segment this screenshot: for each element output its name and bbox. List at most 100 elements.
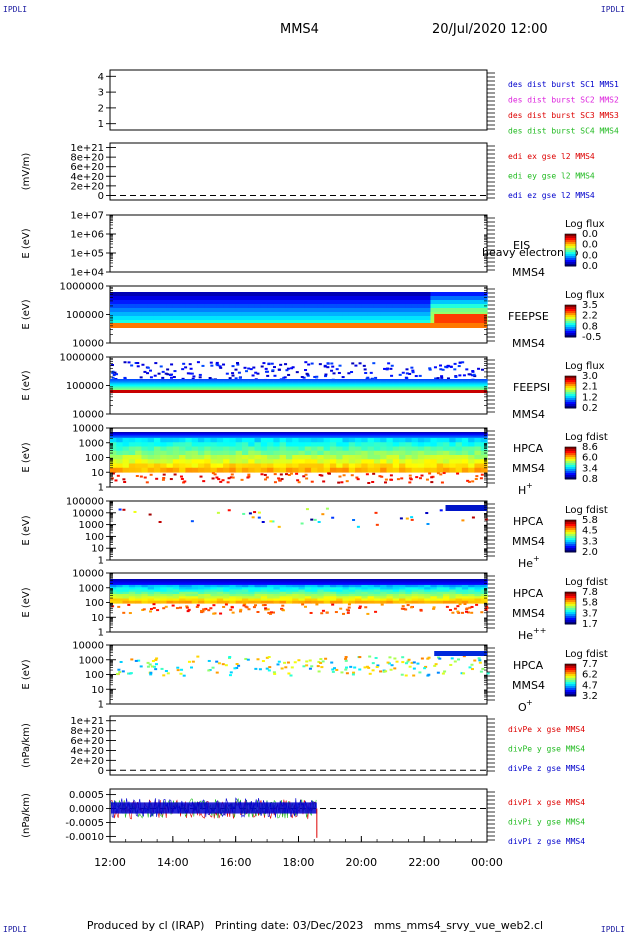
- spectrogram-cell: [304, 300, 312, 305]
- spectrogram-cell: [449, 455, 457, 460]
- spectrogram-cell: [392, 585, 400, 588]
- spectrogram-cell: [153, 434, 161, 436]
- spectrogram-cell: [298, 320, 306, 325]
- colorbar-swatch: [565, 672, 576, 675]
- spectrogram-cell: [273, 435, 281, 437]
- spectrogram-cell: [204, 379, 212, 381]
- spectrogram-cell: [311, 600, 318, 604]
- spectrogram-cell: [267, 584, 274, 586]
- spectrogram-speck: [305, 660, 309, 663]
- spectrogram-cell: [229, 594, 237, 597]
- spectrogram-cell: [235, 320, 243, 325]
- spectrogram-cell: [455, 300, 463, 305]
- spectrogram-speck: [478, 659, 482, 662]
- spectrogram-cell: [285, 583, 293, 585]
- spectrogram-cell: [323, 583, 331, 585]
- spectrogram-cell: [267, 434, 274, 436]
- spectrogram-cell: [317, 312, 325, 317]
- y-tick-label: 10000: [72, 641, 104, 652]
- spectrogram-cell: [449, 304, 457, 309]
- spectrogram-cell: [461, 585, 469, 588]
- spectrogram-cell: [342, 320, 350, 325]
- spectrogram-speck: [149, 671, 153, 674]
- spectrogram-cell: [317, 385, 325, 388]
- spectrogram-cell: [329, 582, 337, 584]
- spectrogram-cell: [235, 436, 243, 438]
- spectrogram-cell: [367, 600, 375, 604]
- spectrogram-speck: [159, 365, 163, 368]
- spectrogram-speck: [276, 663, 280, 666]
- spectrogram-speck: [399, 517, 403, 520]
- colorbar-tick-label: 0.0: [582, 250, 598, 261]
- spectrogram-cell: [267, 579, 274, 582]
- spectrogram-cell: [348, 459, 356, 465]
- spectrogram-cell: [197, 380, 205, 383]
- spectrogram-speck: [253, 604, 257, 607]
- spectrogram-cell: [191, 388, 199, 391]
- spectrogram-cell: [179, 296, 186, 301]
- spectrogram-speck: [146, 366, 150, 369]
- spectrogram-cell: [185, 582, 193, 585]
- spectrogram-cell: [329, 435, 337, 437]
- spectrogram-cell: [399, 579, 406, 582]
- spectrogram-cell: [210, 459, 218, 465]
- spectrogram-cell: [141, 582, 149, 585]
- spectrogram-cell: [430, 585, 438, 588]
- spectrogram-cell: [474, 587, 482, 591]
- spectrogram-cell: [185, 384, 193, 387]
- spectrogram-cell: [116, 594, 124, 597]
- spectrogram-speck: [118, 508, 122, 511]
- spectrogram-cell: [260, 300, 268, 305]
- spectrogram-cell: [116, 589, 124, 593]
- spectrogram-speck: [196, 604, 200, 607]
- spectrogram-cell: [172, 381, 180, 384]
- spectrogram-speck: [338, 364, 342, 367]
- spectrogram-speck: [320, 666, 324, 669]
- spectrogram-cell: [411, 598, 419, 602]
- spectrogram-cell: [373, 591, 381, 595]
- spectrogram-cell: [285, 582, 293, 585]
- spectrogram-cell: [405, 450, 413, 456]
- spectrogram-cell: [197, 432, 205, 435]
- spectrogram-speck: [404, 608, 408, 611]
- spectrogram-cell: [399, 308, 406, 313]
- spectrogram-cell: [241, 579, 249, 581]
- spectrogram-cell: [392, 300, 400, 305]
- spectrogram-speck: [474, 478, 478, 481]
- spectrogram-cell: [254, 308, 262, 313]
- colorbar-swatch: [565, 530, 576, 533]
- spectrogram-cell: [141, 600, 149, 604]
- spectrogram-cell: [241, 434, 249, 436]
- spectrogram-cell: [210, 594, 218, 597]
- spectrogram-cell: [216, 594, 224, 597]
- colorbar-swatch: [565, 680, 576, 683]
- spectrogram-cell: [229, 437, 237, 439]
- spectrogram-cell: [273, 585, 281, 588]
- spectrogram-cell: [179, 300, 186, 305]
- spectrogram-cell: [110, 384, 117, 387]
- spectrogram-speck: [156, 609, 160, 612]
- spectrogram-cell: [474, 384, 482, 387]
- spectrogram-speck: [296, 479, 300, 482]
- spectrogram-cell: [292, 434, 300, 436]
- spectrogram-cell: [474, 380, 482, 383]
- spectrogram-cell: [254, 582, 262, 584]
- spectrogram-cell: [254, 432, 262, 435]
- spectrogram-cell: [424, 467, 432, 473]
- spectrogram-cell: [449, 467, 457, 473]
- spectrogram-cell: [185, 583, 193, 585]
- spectrogram-cell: [210, 583, 218, 585]
- spectrogram-cell: [166, 594, 174, 597]
- spectrogram-cell: [160, 438, 168, 443]
- spectrogram-cell: [317, 596, 325, 600]
- spectrogram-cell: [367, 308, 375, 313]
- spectrogram-cell: [260, 438, 268, 443]
- spectrogram-cell: [342, 432, 350, 435]
- spectrogram-cell: [348, 594, 356, 597]
- spectrogram-cell: [367, 387, 375, 390]
- spectrogram-cell: [373, 582, 381, 584]
- spectrogram-cell: [116, 379, 124, 381]
- spectrogram-speck: [237, 371, 241, 374]
- colorbar-swatch: [565, 406, 576, 409]
- legend-entry: des dist burst SC4 MMS4: [508, 127, 619, 136]
